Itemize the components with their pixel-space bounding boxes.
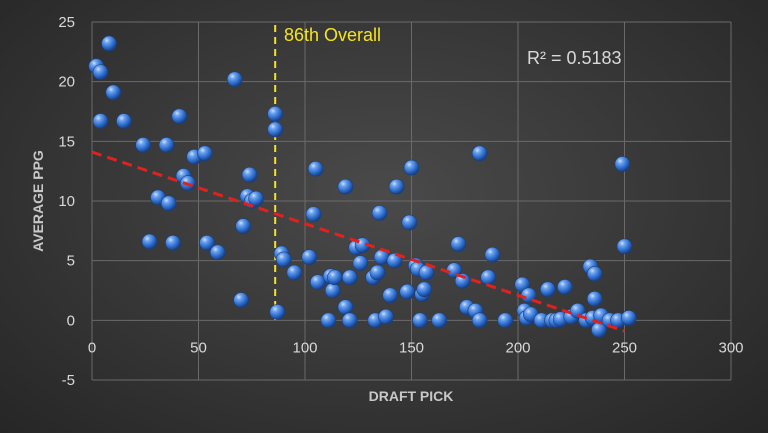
grid (91, 21, 732, 381)
data-point (586, 265, 603, 282)
data-point (337, 299, 354, 316)
data-point (382, 287, 399, 304)
r-squared-label: R² = 0.5183 (527, 48, 622, 68)
y-axis-title: AVERAGE PPG (30, 150, 46, 252)
data-point (616, 238, 633, 255)
data-point (614, 156, 631, 172)
data-point (135, 137, 151, 153)
data-point (101, 35, 117, 52)
data-point (305, 206, 322, 222)
x-tick-label: 50 (190, 339, 207, 356)
data-point (620, 310, 637, 326)
data-point (540, 281, 556, 298)
data-point (399, 283, 416, 300)
trendline (91, 150, 625, 333)
y-tick-label: -5 (62, 372, 75, 389)
data-point (307, 160, 324, 177)
x-axis-title: DRAFT PICK (369, 388, 454, 404)
data-point (275, 251, 292, 268)
data-point (324, 282, 341, 299)
data-point (241, 166, 258, 183)
x-tick-label: 150 (399, 339, 424, 356)
data-point (484, 246, 501, 263)
data-point (209, 244, 226, 261)
data-point (341, 312, 358, 329)
x-tick-label: 250 (612, 339, 637, 356)
data-point (105, 84, 122, 101)
data-point (557, 279, 573, 295)
data-point (116, 113, 132, 129)
y-tick-label: 0 (67, 312, 75, 329)
data-point (497, 312, 514, 329)
data-point (235, 218, 252, 234)
x-tick-label: 200 (505, 339, 530, 356)
data-point (199, 234, 215, 251)
data-point (471, 312, 488, 329)
data-point (309, 274, 326, 290)
data-point (471, 145, 488, 162)
data-point (267, 106, 283, 122)
data-point (416, 281, 433, 298)
data-point (388, 178, 405, 195)
data-point (371, 205, 388, 221)
data-point (454, 273, 471, 289)
data-point (141, 233, 158, 250)
y-tick-label: 15 (58, 133, 75, 150)
data-point (378, 308, 394, 325)
data-point (92, 113, 109, 129)
y-tick-label: 20 (58, 74, 75, 91)
data-point (158, 137, 175, 153)
data-point (160, 195, 177, 212)
data-point (352, 255, 369, 271)
trendline-group (91, 150, 625, 333)
data-point (369, 264, 386, 281)
data-point (412, 312, 428, 329)
data-point (337, 178, 354, 195)
data-point (286, 264, 303, 281)
data-point (267, 121, 283, 138)
x-tick-label: 300 (718, 339, 743, 356)
data-point (480, 269, 496, 286)
data-point (403, 159, 420, 176)
data-point (197, 145, 213, 162)
x-tick-label: 0 (88, 339, 96, 356)
data-point (341, 269, 358, 286)
data-point (248, 190, 264, 207)
y-tick-label: 25 (58, 14, 75, 31)
data-point (92, 64, 109, 80)
data-point (401, 214, 418, 231)
data-point (269, 304, 286, 320)
data-point (450, 236, 467, 252)
marker-label: 86th Overall (284, 25, 381, 45)
data-point (320, 312, 337, 329)
data-point (226, 71, 243, 88)
data-point (171, 108, 188, 125)
data-point (301, 249, 318, 265)
data-point (233, 292, 249, 308)
y-tick-label: 10 (58, 193, 75, 210)
data-point (586, 291, 603, 307)
data-point (327, 269, 343, 286)
data-point (431, 312, 447, 329)
x-tick-label: 100 (292, 339, 317, 356)
y-tick-label: 5 (67, 253, 75, 270)
data-point (165, 234, 181, 251)
data-point (386, 252, 403, 269)
